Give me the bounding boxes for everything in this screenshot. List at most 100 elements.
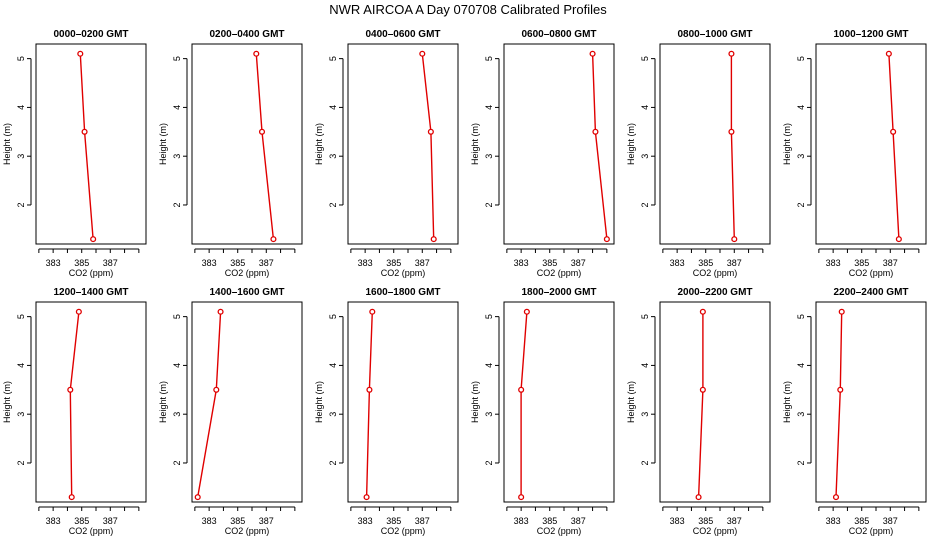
profile-point <box>523 308 530 315</box>
profile-line <box>730 53 735 240</box>
y-tick-label: 4 <box>484 105 494 110</box>
y-axis-label: Height (m) <box>470 123 480 165</box>
profile-point <box>194 494 201 501</box>
y-axis-label: Height (m) <box>314 123 324 165</box>
y-tick-label: 3 <box>484 154 494 159</box>
profile-point <box>592 128 599 135</box>
y-tick-label: 5 <box>328 314 338 319</box>
profile-point <box>837 386 844 393</box>
profile-point <box>366 386 373 393</box>
y-tick-label: 4 <box>640 363 650 368</box>
profile-point <box>699 308 706 315</box>
plot-frame <box>35 43 147 245</box>
x-tick-label: 385 <box>698 516 713 526</box>
profile-point <box>518 494 525 501</box>
x-axis-label: CO2 (ppm) <box>537 526 582 536</box>
profile-point <box>603 236 610 243</box>
profile-point <box>695 494 702 501</box>
x-tick-label: 383 <box>514 516 529 526</box>
y-tick-label: 3 <box>484 412 494 417</box>
y-tick-label: 5 <box>796 56 806 61</box>
profile-point <box>369 308 376 315</box>
profile-point <box>213 386 220 393</box>
y-tick-label: 2 <box>796 202 806 207</box>
panel-title: 0000–0200 GMT <box>53 29 128 40</box>
panel-title: 1400–1600 GMT <box>209 287 284 298</box>
x-tick-label: 385 <box>74 258 89 268</box>
profile-point <box>81 128 88 135</box>
profile-point <box>838 308 845 315</box>
x-tick-label: 387 <box>571 258 586 268</box>
y-axis-label: Height (m) <box>2 123 12 165</box>
y-tick-label: 4 <box>172 105 182 110</box>
profile-point <box>77 50 84 57</box>
profile-line <box>835 311 843 498</box>
y-tick-label: 2 <box>796 460 806 465</box>
y-tick-label: 2 <box>328 460 338 465</box>
y-tick-label: 3 <box>172 412 182 417</box>
profile-line <box>197 311 222 498</box>
x-tick-label: 387 <box>103 516 118 526</box>
plot-frame <box>191 301 303 503</box>
y-tick-label: 5 <box>640 56 650 61</box>
x-tick-label: 383 <box>358 516 373 526</box>
x-tick-label: 383 <box>670 516 685 526</box>
x-tick-label: 383 <box>202 258 217 268</box>
y-tick-label: 5 <box>328 56 338 61</box>
panel-title: 0200–0400 GMT <box>209 29 284 40</box>
x-tick-label: 387 <box>103 258 118 268</box>
x-axis-label: CO2 (ppm) <box>537 268 582 278</box>
y-tick-label: 5 <box>796 314 806 319</box>
y-tick-label: 5 <box>484 314 494 319</box>
x-axis-label: CO2 (ppm) <box>381 526 426 536</box>
profile-line <box>79 53 94 240</box>
plot-frame <box>659 43 771 245</box>
y-tick-label: 3 <box>796 154 806 159</box>
x-tick-label: 383 <box>202 516 217 526</box>
x-axis-label: CO2 (ppm) <box>225 526 270 536</box>
y-tick-label: 2 <box>172 460 182 465</box>
y-tick-label: 3 <box>796 412 806 417</box>
plot-frame <box>191 43 303 245</box>
profile-point <box>699 386 706 393</box>
y-tick-label: 4 <box>16 105 26 110</box>
y-tick-label: 4 <box>328 363 338 368</box>
x-tick-label: 385 <box>854 516 869 526</box>
panel-title: 1600–1800 GMT <box>365 287 440 298</box>
profile-point <box>363 494 370 501</box>
x-tick-label: 383 <box>46 516 61 526</box>
profile-line <box>591 53 608 240</box>
profile-line <box>520 311 528 498</box>
x-axis-label: CO2 (ppm) <box>69 526 114 536</box>
y-tick-label: 4 <box>328 105 338 110</box>
y-axis-label: Height (m) <box>626 381 636 423</box>
profile-point <box>832 494 840 501</box>
x-axis-label: CO2 (ppm) <box>693 526 738 536</box>
profile-point <box>258 128 266 135</box>
profile-point <box>890 128 897 135</box>
profile-point <box>253 50 260 57</box>
y-tick-label: 5 <box>484 56 494 61</box>
x-tick-label: 387 <box>415 516 430 526</box>
profile-point <box>270 236 277 243</box>
x-tick-label: 383 <box>826 516 841 526</box>
profile-point <box>885 50 892 57</box>
profile-line <box>365 311 373 498</box>
x-tick-label: 387 <box>415 258 430 268</box>
x-axis-label: CO2 (ppm) <box>225 268 270 278</box>
y-tick-label: 4 <box>16 363 26 368</box>
y-axis-label: Height (m) <box>314 381 324 423</box>
y-tick-label: 2 <box>640 460 650 465</box>
y-tick-label: 4 <box>796 105 806 110</box>
profile-point <box>90 236 97 243</box>
y-tick-label: 4 <box>484 363 494 368</box>
profile-point <box>75 308 82 315</box>
profile-line <box>697 311 704 498</box>
